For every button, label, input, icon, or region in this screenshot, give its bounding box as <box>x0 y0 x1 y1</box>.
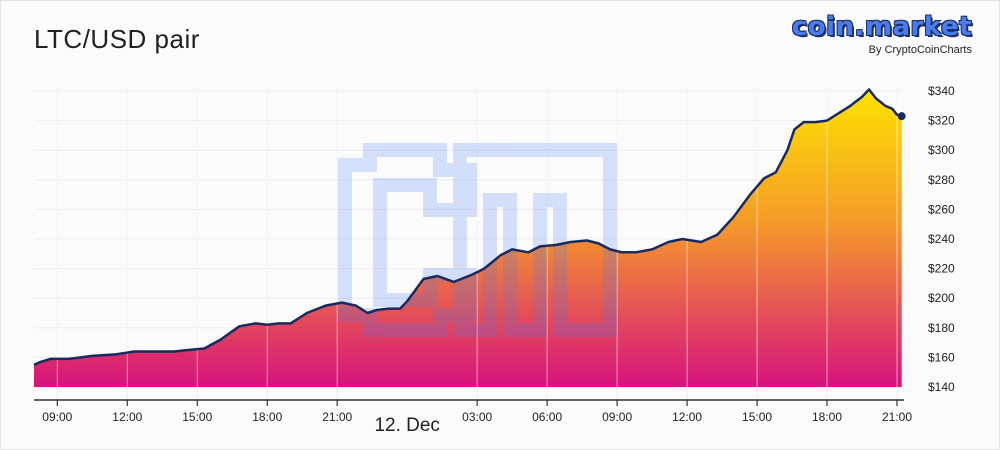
price-line <box>33 88 903 366</box>
x-tick-label: 12:00 <box>672 410 702 424</box>
x-axis-ticks: 09:00 12:00 15:00 18:00 21:00 03:00 06:00 09:00… <box>42 400 912 424</box>
last-price-marker[interactable] <box>897 112 906 121</box>
y-tick-label: $260 <box>928 202 955 216</box>
x-tick-label: 06:00 <box>532 410 562 424</box>
y-tick-label: $160 <box>928 350 955 364</box>
x-tick-label: 12:00 <box>112 410 142 424</box>
x-tick-label: 21:00 <box>882 410 912 424</box>
watermark-letter-m <box>453 143 617 337</box>
x-tick-label: 15:00 <box>742 410 772 424</box>
y-tick-label: $300 <box>928 143 955 157</box>
x-tick-label: 18:00 <box>252 410 282 424</box>
x-tick-label: 18:00 <box>812 410 842 424</box>
x-tick-label: 09:00 <box>42 410 72 424</box>
watermark-letter-c <box>338 143 477 337</box>
y-tick-label: $240 <box>928 232 955 246</box>
y-tick-label: $220 <box>928 262 955 276</box>
y-tick-label: $180 <box>928 321 955 335</box>
y-tick-label: $280 <box>928 173 955 187</box>
x-tick-label: 09:00 <box>602 410 632 424</box>
watermark-cm-logo <box>338 143 617 337</box>
logo-tagline: By CryptoCoinCharts <box>868 44 972 56</box>
x-tick-label: 03:00 <box>462 410 492 424</box>
date-label: 12. Dec <box>374 415 439 436</box>
y-tick-label: $200 <box>928 291 955 305</box>
price-area <box>34 89 902 387</box>
x-tick-label: 21:00 <box>322 410 352 424</box>
x-tick-label: 15:00 <box>182 410 212 424</box>
y-tick-label: $140 <box>928 380 955 394</box>
y-tick-label: $340 <box>928 84 955 98</box>
y-tick-label: $320 <box>928 114 955 128</box>
logo-wordmark: coin.market <box>791 12 972 42</box>
y-axis-ticks: $140 $160 $180 $200 $220 $240 $260 $280 $300 $320… <box>928 84 955 394</box>
brand-logo[interactable]: coin.market By CryptoCoinCharts <box>792 12 972 56</box>
chart-title: LTC/USD pair <box>34 24 200 54</box>
